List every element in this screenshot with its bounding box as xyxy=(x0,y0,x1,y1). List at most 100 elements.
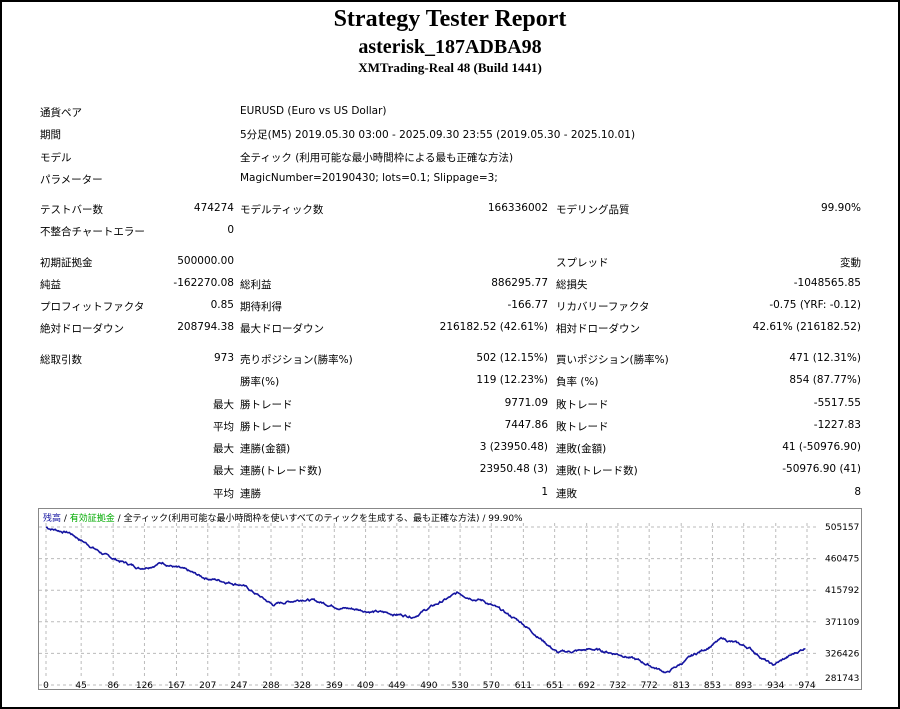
x-tick-label: 813 xyxy=(673,681,690,690)
info-label: パラメーター xyxy=(40,173,103,186)
x-tick-label: 247 xyxy=(230,681,247,690)
stat-value: -166.77 xyxy=(507,299,548,311)
stat-value: 208794.38 xyxy=(177,321,234,333)
stat-value: 8 xyxy=(854,486,861,498)
legend-equity: 有効証拠金 xyxy=(69,514,115,524)
stat-value: 23950.48 (3) xyxy=(479,463,548,475)
stat-value: 0.85 xyxy=(210,299,234,311)
x-tick-label: 328 xyxy=(294,681,311,690)
stat-value: -50976.90 (41) xyxy=(782,463,861,475)
stat-label: 連勝(トレード数) xyxy=(240,465,322,477)
info-label: 通貨ペア xyxy=(40,107,82,119)
stat-label: 勝トレード xyxy=(240,399,293,411)
stat-label: 負率 (%) xyxy=(556,376,599,388)
stat-value: 119 (12.23%) xyxy=(476,374,548,386)
stat-value: -162270.08 xyxy=(173,277,234,289)
stat-value: 最大 xyxy=(213,443,234,455)
x-tick-label: 611 xyxy=(515,681,532,690)
stat-value: 216182.52 (42.61%) xyxy=(439,321,548,333)
stat-label: 勝トレード xyxy=(240,421,293,433)
stat-value: 1 xyxy=(541,486,548,498)
x-tick-label: 167 xyxy=(168,681,185,690)
x-tick-label: 369 xyxy=(326,681,343,690)
stat-label: 絶対ドローダウン xyxy=(40,323,124,335)
stat-value: 最大 xyxy=(213,399,234,411)
stat-label: モデルティック数 xyxy=(240,204,324,216)
stat-value: 886295.77 xyxy=(491,277,548,289)
x-tick-label: 207 xyxy=(199,681,216,690)
stat-value: 854 (87.77%) xyxy=(789,374,861,386)
x-tick-label: 86 xyxy=(107,681,119,690)
stat-label: 連敗 xyxy=(556,488,577,500)
legend-balance: 残高 xyxy=(43,514,62,524)
legend-sep: / xyxy=(479,514,489,524)
stat-value: 502 (12.15%) xyxy=(476,352,548,364)
stat-value: 166336002 xyxy=(487,202,548,214)
info-value: 全ティック (利用可能な最小時間枠による最も正確な方法) xyxy=(240,151,514,164)
stat-value: 9771.09 xyxy=(504,397,548,409)
x-tick-label: 570 xyxy=(483,681,500,690)
legend-model: 全ティック(利用可能な最小時間枠を使いすべてのティックを生成する、最も正確な方法… xyxy=(123,514,480,524)
x-tick-label: 409 xyxy=(357,681,374,690)
x-tick-label: 974 xyxy=(798,681,815,690)
balance-line xyxy=(45,526,806,674)
stat-label: 買いポジション(勝率%) xyxy=(556,354,669,366)
x-tick-label: 126 xyxy=(136,681,153,690)
stat-label: 総損失 xyxy=(556,279,588,291)
stat-label: 敗トレード xyxy=(556,399,609,411)
x-tick-label: 853 xyxy=(704,681,721,690)
x-tick-label: 651 xyxy=(546,681,563,690)
x-tick-label: 530 xyxy=(452,681,469,690)
stat-value: -1227.83 xyxy=(813,419,861,431)
legend-sep: / xyxy=(114,514,124,524)
y-tick-label: 505157 xyxy=(825,523,859,533)
stat-label: 期待利得 xyxy=(240,301,282,313)
stat-label: 相対ドローダウン xyxy=(556,323,640,335)
legend-quality: 99.90% xyxy=(488,514,523,524)
x-tick-label: 893 xyxy=(735,681,752,690)
stat-value: 500000.00 xyxy=(177,255,234,267)
x-tick-label: 490 xyxy=(420,681,437,690)
stat-value: 0 xyxy=(227,224,234,236)
expert-name: asterisk_187ADBA98 xyxy=(358,36,542,58)
stat-value: -0.75 (YRF: -0.12) xyxy=(769,299,861,311)
stat-label: 最大ドローダウン xyxy=(240,323,324,335)
x-tick-label: 772 xyxy=(641,681,658,690)
info-value: EURUSD (Euro vs US Dollar) xyxy=(240,105,387,117)
stat-label: 不整合チャートエラー xyxy=(40,226,145,238)
x-tick-label: 732 xyxy=(609,681,626,690)
stat-value: 3 (23950.48) xyxy=(479,441,548,453)
x-tick-label: 45 xyxy=(75,681,86,690)
x-tick-label: 288 xyxy=(262,681,279,690)
stat-value: 変動 xyxy=(840,257,861,269)
stat-label: 総取引数 xyxy=(40,354,82,366)
x-tick-label: 0 xyxy=(43,681,49,690)
stat-label: 連敗(トレード数) xyxy=(556,465,638,477)
info-label: モデル xyxy=(40,151,72,164)
y-tick-label: 415792 xyxy=(825,586,859,596)
stat-value: 41 (-50976.90) xyxy=(782,441,861,453)
stat-value: 最大 xyxy=(213,465,234,477)
info-value: 5分足(M5) 2019.05.30 03:00 - 2025.09.30 23… xyxy=(240,129,636,142)
stat-value: 99.90% xyxy=(820,202,861,214)
stat-label: リカバリーファクタ xyxy=(556,301,650,313)
balance-chart: 505157 460475 415792 371109 326426 281743 0 45 8… xyxy=(38,508,862,690)
y-tick-label: 371109 xyxy=(825,618,860,628)
stat-value: -1048565.85 xyxy=(793,277,861,289)
info-value: MagicNumber=20190430; lots=0.1; Slippage… xyxy=(240,171,498,184)
stat-value: -5517.55 xyxy=(813,397,861,409)
stat-value: 471 (12.31%) xyxy=(789,352,861,364)
stat-label: 売りポジション(勝率%) xyxy=(240,354,353,366)
server-build: XMTrading-Real 48 (Build 1441) xyxy=(358,60,542,75)
legend-sep: / xyxy=(61,514,70,524)
stat-label: テストバー数 xyxy=(40,204,103,216)
stat-label: 連勝 xyxy=(240,488,261,500)
y-tick-label: 460475 xyxy=(825,555,859,565)
stat-label: 総利益 xyxy=(240,279,272,291)
stat-label: 連敗(金額) xyxy=(556,443,607,455)
stat-label: 初期証拠金 xyxy=(40,257,93,269)
y-tick-label: 326426 xyxy=(825,649,860,659)
stat-value: 973 xyxy=(213,352,234,364)
stat-value: 474274 xyxy=(193,202,234,214)
